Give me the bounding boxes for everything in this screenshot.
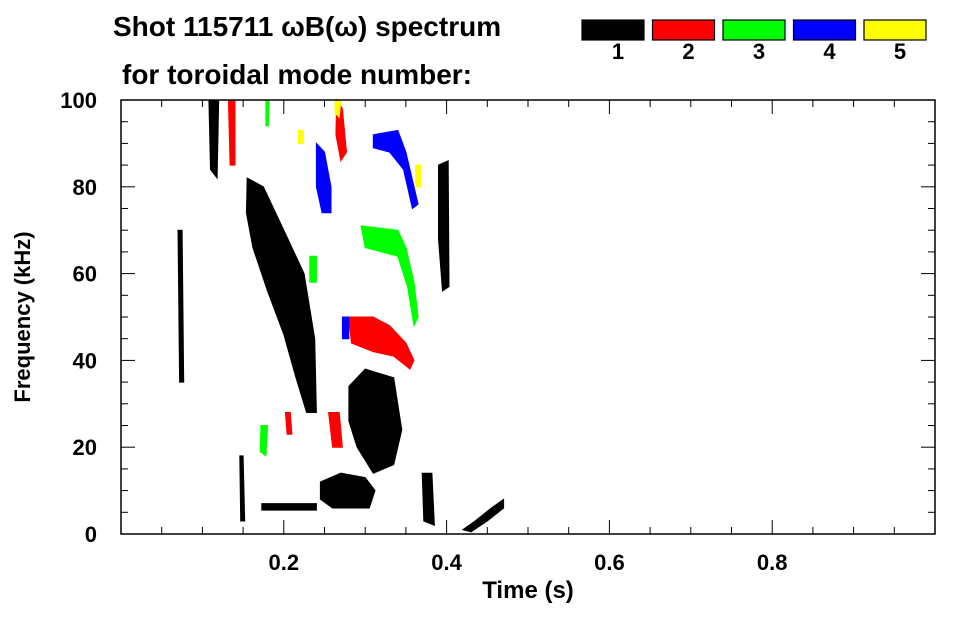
x-tick-label: 0.4 (431, 550, 462, 575)
y-tick-label: 100 (60, 88, 97, 113)
x-tick-label: 0.6 (594, 550, 625, 575)
legend-swatch-mode-3 (722, 19, 786, 41)
spectrum-regions (177, 98, 505, 533)
mode-3-region (259, 425, 269, 457)
legend-swatch-mode-1 (581, 19, 645, 41)
mode-1-region (421, 472, 435, 527)
legend-label-mode-5: 5 (894, 39, 906, 64)
mode-1-region (438, 160, 450, 292)
mode-3-region (265, 99, 270, 127)
y-tick-label: 60 (73, 262, 97, 287)
mode-3-region (309, 255, 317, 283)
mode-1-region (208, 99, 220, 180)
y-tick-label: 0 (85, 522, 97, 547)
mode-2-region (284, 412, 293, 435)
mode-2-region (348, 316, 415, 370)
legend-swatch-mode-2 (651, 19, 716, 41)
chart-title-line2: for toroidal mode number: (122, 59, 472, 90)
y-tick-label: 80 (73, 175, 97, 200)
mode-4-region (372, 129, 419, 210)
x-axis-label: Time (s) (482, 577, 574, 604)
y-axis-label: Frequency (kHz) (10, 231, 35, 402)
legend-label-mode-1: 1 (612, 39, 624, 64)
mode-5-region (415, 164, 422, 188)
mode-2-region (328, 412, 343, 448)
mode-1-region (261, 503, 317, 511)
mode-1-region (319, 472, 376, 509)
legend-label-mode-2: 2 (682, 39, 694, 64)
legend: 1 2 3 4 5 (581, 19, 927, 64)
mode-4-region (341, 316, 350, 340)
mode-5-region (298, 129, 304, 144)
mode-1-region (239, 455, 246, 522)
y-tick-label: 20 (73, 435, 97, 460)
x-tick-label: 0.2 (269, 550, 300, 575)
legend-label-mode-4: 4 (823, 39, 836, 64)
x-tick-label: 0.8 (757, 550, 788, 575)
mode-3-region (360, 225, 419, 328)
legend-swatch-mode-4 (792, 19, 857, 41)
mode-1-region (245, 177, 317, 413)
legend-swatch-mode-5 (863, 19, 927, 41)
legend-label-mode-3: 3 (753, 39, 765, 64)
mode-2-region (227, 99, 236, 166)
mode-1-region (348, 368, 403, 474)
mode-4-region (315, 142, 332, 214)
y-tick-label: 40 (73, 348, 97, 373)
chart-title-line1: Shot 115711 ωB(ω) spectrum (113, 11, 501, 42)
mode-1-region (461, 498, 505, 533)
mode-1-region (177, 229, 185, 383)
axes: 0.2 0.4 0.6 0.8 0 20 40 60 80 100 (60, 88, 936, 575)
